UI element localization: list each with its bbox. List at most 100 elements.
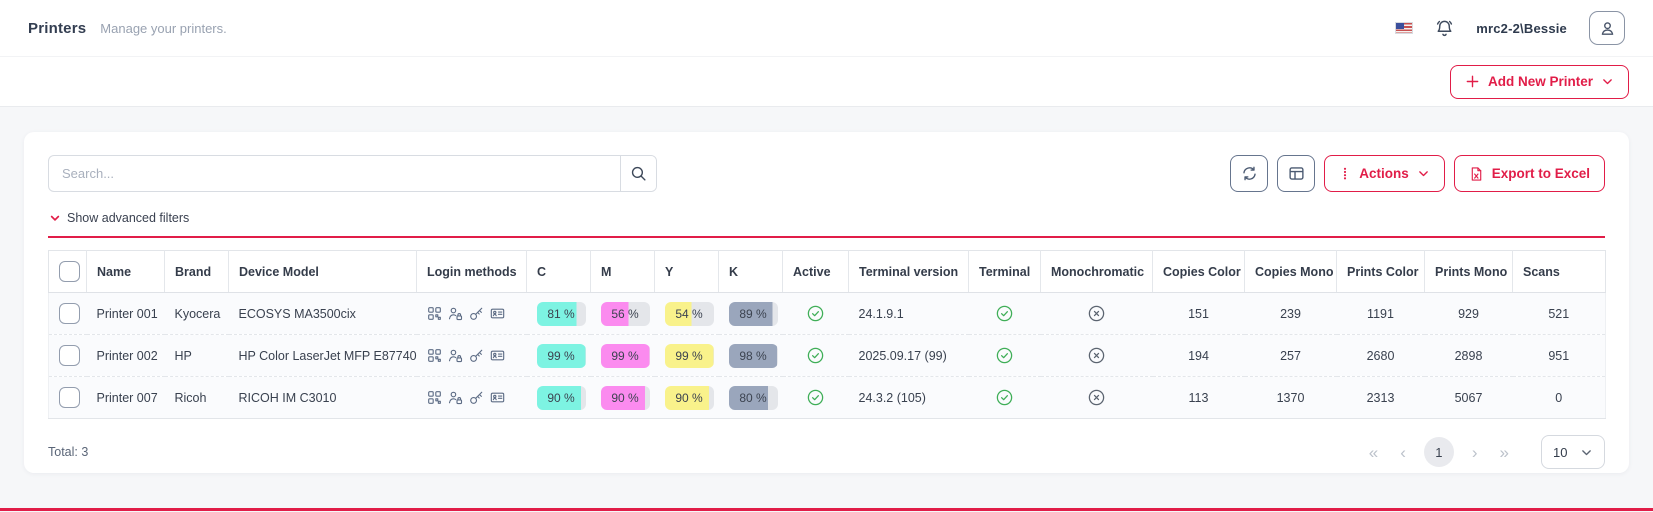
login-methods (427, 390, 517, 405)
export-to-excel-button[interactable]: Export to Excel (1453, 155, 1605, 192)
chevron-down-icon (49, 212, 61, 224)
chevron-down-icon (1580, 446, 1593, 459)
header-cell-c: C (526, 250, 591, 293)
header-cell-checkbox (48, 250, 87, 293)
cell-brand: Kyocera (174, 306, 221, 321)
login-methods (427, 348, 517, 363)
toner-k-badge: 98 % (728, 343, 778, 368)
actions-button[interactable]: Actions (1324, 155, 1445, 192)
x-circle-icon (1088, 347, 1105, 364)
key-icon (469, 306, 484, 321)
terminal-status (968, 334, 1041, 377)
monochromatic-status (1041, 293, 1153, 335)
previous-page-button[interactable]: ‹ (1400, 442, 1406, 462)
row-checkbox[interactable] (59, 345, 80, 366)
search-input[interactable] (49, 156, 620, 191)
bottom-accent-bar (0, 508, 1653, 511)
excel-file-icon (1469, 166, 1484, 182)
toner-c-badge: 81 % (536, 301, 586, 326)
qr-code-icon (427, 306, 442, 321)
header-cell-brand: Brand (164, 250, 229, 293)
header-cell-monochromatic: Monochromatic (1040, 250, 1153, 293)
page-subtitle: Manage your printers. (100, 20, 227, 36)
row-checkbox[interactable] (59, 387, 80, 408)
first-page-button[interactable]: « (1368, 442, 1379, 462)
current-page-button[interactable]: 1 (1423, 437, 1454, 467)
toner-c-badge: 99 % (536, 343, 586, 368)
next-page-button[interactable]: › (1471, 442, 1478, 462)
cell-prints_mono: 929 (1458, 306, 1479, 321)
select-all-checkbox[interactable] (59, 261, 80, 282)
cell-copies_color: 194 (1152, 334, 1245, 377)
toner-m-badge: 99 % (600, 343, 650, 368)
cell-scans: 521 (1512, 292, 1606, 335)
add-new-printer-label: Add New Printer (1487, 74, 1593, 89)
user-lock-icon (448, 348, 463, 363)
cell-name: Printer 001 (96, 306, 158, 321)
show-advanced-filters-link[interactable]: Show advanced filters (49, 211, 189, 225)
add-new-printer-button[interactable]: Add New Printer (1449, 64, 1629, 99)
key-icon (469, 390, 484, 405)
cell-brand: Ricoh (164, 376, 229, 419)
last-page-button[interactable]: » (1499, 442, 1509, 462)
row-checkbox[interactable] (59, 303, 80, 324)
page-size-value: 10 (1553, 444, 1568, 460)
id-card-icon (490, 306, 505, 321)
cell-model: ECOSYS MA3500cix (238, 306, 356, 321)
toner-k-badge: 89 % (728, 301, 778, 326)
notifications-bell-icon[interactable] (1435, 19, 1454, 38)
active-status (783, 293, 849, 335)
header-cell-m: M (590, 250, 655, 293)
export-label: Export to Excel (1491, 166, 1590, 181)
cell-copies_color: 113 (1152, 376, 1245, 419)
header-cell-y: Y (654, 250, 719, 293)
header-cell-copies_mono: Copies Mono (1244, 250, 1337, 293)
check-circle-icon (807, 389, 824, 406)
show-advanced-filters-label: Show advanced filters (67, 211, 190, 225)
header-cell-scans: Scans (1512, 250, 1606, 293)
printers-card: Actions Export to Excel (24, 132, 1629, 473)
monochromatic-status (1040, 376, 1153, 419)
cell-model: HP Color LaserJet MFP E87740 (228, 334, 417, 377)
header-cell-name: Name (86, 250, 165, 293)
header-cell-prints_color: Prints Color (1336, 250, 1425, 293)
qr-code-icon (427, 348, 442, 363)
cell-brand: HP (164, 334, 229, 377)
chevron-down-icon (1417, 167, 1430, 180)
toner-y-badge: 99 % (664, 343, 714, 368)
main-content: Actions Export to Excel (0, 107, 1653, 473)
columns-button[interactable] (1277, 155, 1316, 192)
header-cell-model: Device Model (228, 250, 417, 293)
search-button[interactable] (620, 156, 656, 191)
table-row[interactable]: Printer 002 HP HP Color LaserJet MFP E8774… (48, 334, 1606, 377)
topbar-right: mrc2-2\Bessie (1395, 11, 1625, 45)
refresh-button[interactable] (1230, 155, 1269, 192)
page-size-select[interactable]: 10 (1541, 435, 1605, 469)
table-row[interactable]: Printer 001 Kyocera ECOSYS MA3500cix 81 % 5… (48, 292, 1606, 335)
dots-vertical-icon (1339, 166, 1351, 181)
search-icon (630, 165, 647, 182)
active-status (782, 334, 849, 377)
header-cell-login: Login methods (416, 250, 527, 293)
cell-terminal_version: 24.3.2 (105) (848, 376, 969, 419)
card-footer: Total: 3 « ‹ 1 › » 10 (48, 435, 1605, 469)
user-menu-button[interactable] (1589, 11, 1625, 45)
cell-prints_color: 1191 (1367, 306, 1394, 321)
cell-copies_color: 151 (1188, 306, 1209, 321)
language-flag-icon[interactable] (1395, 22, 1414, 34)
header-cell-k: K (718, 250, 783, 293)
cell-copies_mono: 1370 (1244, 376, 1337, 419)
check-circle-icon (996, 305, 1013, 322)
columns-layout-icon (1288, 165, 1305, 182)
check-circle-icon (807, 347, 824, 364)
id-card-icon (490, 348, 505, 363)
login-methods (427, 306, 517, 321)
cell-prints_color: 2680 (1336, 334, 1425, 377)
user-icon (1599, 20, 1616, 37)
top-bar: Printers Manage your printers. mrc2-2\Be… (0, 0, 1653, 56)
table-row[interactable]: Printer 007 Ricoh RICOH IM C3010 90 % 90 % 9… (48, 376, 1606, 419)
username: mrc2-2\Bessie (1476, 20, 1567, 36)
header-cell-terminal_version: Terminal version (848, 250, 969, 293)
cell-prints_color: 2313 (1336, 376, 1425, 419)
cell-terminal_version: 24.1.9.1 (858, 306, 904, 321)
